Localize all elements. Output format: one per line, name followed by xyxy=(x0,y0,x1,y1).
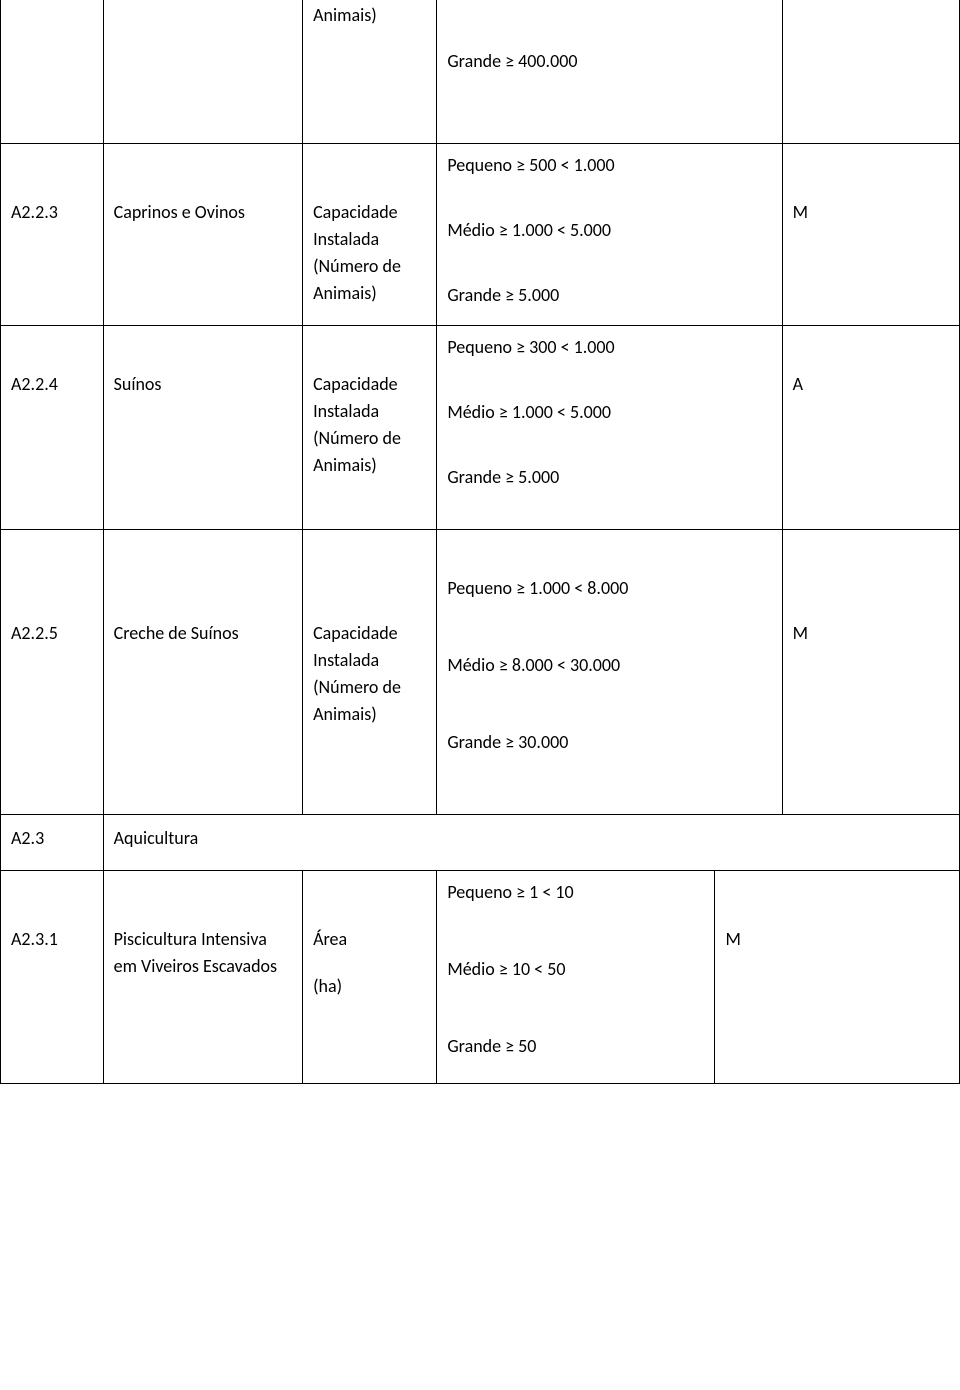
size-grande: Grande ≥ 50 xyxy=(447,1033,704,1060)
cell-sizes: Grande ≥ 400.000 xyxy=(437,0,782,144)
cell-name: Creche de Suínos xyxy=(103,530,302,815)
name-text: Suínos xyxy=(114,373,162,395)
cell-code: A2.2.5 xyxy=(1,530,104,815)
cell-code xyxy=(1,0,104,144)
code-text: A2.2.5 xyxy=(11,622,58,644)
cell-name: Caprinos e Ovinos xyxy=(103,144,302,326)
measure-text: Animais) xyxy=(313,4,377,26)
size-grande: Grande ≥ 5.000 xyxy=(447,464,771,491)
measure-text: Capacidade Instalada (Número de Animais) xyxy=(313,201,401,304)
code-text: A2.2.3 xyxy=(11,201,58,223)
table-row: A2.2.5 Creche de Suínos Capacidade Insta… xyxy=(1,530,960,815)
size-grande: Grande ≥ 30.000 xyxy=(447,729,771,756)
cell-measure: Capacidade Instalada (Número de Animais) xyxy=(303,326,437,530)
cell-code: A2.3.1 xyxy=(1,871,104,1084)
size-medio: Médio ≥ 10 < 50 xyxy=(447,956,704,983)
measure-line-2: (ha) xyxy=(313,973,426,1000)
class-text: A xyxy=(793,373,803,395)
cell-sizes: Pequeno ≥ 1.000 < 8.000 Médio ≥ 8.000 < … xyxy=(437,530,782,815)
size-medio: Médio ≥ 8.000 < 30.000 xyxy=(447,652,771,679)
cell-measure: Capacidade Instalada (Número de Animais) xyxy=(303,530,437,815)
cell-measure: Animais) xyxy=(303,0,437,144)
cell-sizes: Pequeno ≥ 1 < 10 Médio ≥ 10 < 50 Grande … xyxy=(437,871,715,1084)
code-text: A2.2.4 xyxy=(11,373,58,395)
cell-measure: Área (ha) xyxy=(303,871,437,1084)
class-text: M xyxy=(793,622,808,644)
class-text: M xyxy=(793,201,808,223)
size-grande: Grande ≥ 5.000 xyxy=(447,282,771,309)
cell-measure: Capacidade Instalada (Número de Animais) xyxy=(303,144,437,326)
code-text: A2.3.1 xyxy=(11,928,58,950)
measure-text: Capacidade Instalada (Número de Animais) xyxy=(313,373,401,476)
cell-class: A xyxy=(782,326,959,530)
classification-table: Animais) Grande ≥ 400.000 A2.2.3 Caprino… xyxy=(0,0,960,1084)
size-medio: Médio ≥ 1.000 < 5.000 xyxy=(447,217,771,244)
code-text: A2.3 xyxy=(11,827,44,849)
size-pequeno: Pequeno ≥ 1.000 < 8.000 xyxy=(447,575,771,602)
name-text: Caprinos e Ovinos xyxy=(114,201,245,223)
cell-code: A2.3 xyxy=(1,815,104,871)
table-row: A2.2.3 Caprinos e Ovinos Capacidade Inst… xyxy=(1,144,960,326)
table-row: Animais) Grande ≥ 400.000 xyxy=(1,0,960,144)
name-text: Creche de Suínos xyxy=(114,622,239,644)
cell-class: M xyxy=(782,530,959,815)
size-pequeno: Pequeno ≥ 1 < 10 xyxy=(447,879,704,906)
cell-section-title: Aquicultura xyxy=(103,815,959,871)
cell-sizes: Pequeno ≥ 500 < 1.000 Médio ≥ 1.000 < 5.… xyxy=(437,144,782,326)
table-row: A2.3.1 Piscicultura Intensiva em Viveiro… xyxy=(1,871,960,1084)
section-row: A2.3 Aquicultura xyxy=(1,815,960,871)
cell-class xyxy=(782,0,959,144)
size-medio: Médio ≥ 1.000 < 5.000 xyxy=(447,399,771,426)
measure-text: Capacidade Instalada (Número de Animais) xyxy=(313,622,401,725)
cell-code: A2.2.4 xyxy=(1,326,104,530)
size-pequeno: Pequeno ≥ 300 < 1.000 xyxy=(447,334,771,361)
table-row: A2.2.4 Suínos Capacidade Instalada (Núme… xyxy=(1,326,960,530)
cell-class: M xyxy=(782,144,959,326)
cell-name: Piscicultura Intensiva em Viveiros Escav… xyxy=(103,871,302,1084)
measure-line-1: Área xyxy=(313,926,426,953)
name-text: Piscicultura Intensiva em Viveiros Escav… xyxy=(114,928,277,977)
section-title-text: Aquicultura xyxy=(114,827,199,849)
size-grande: Grande ≥ 400.000 xyxy=(447,48,771,75)
cell-name xyxy=(103,0,302,144)
cell-name: Suínos xyxy=(103,326,302,530)
size-pequeno: Pequeno ≥ 500 < 1.000 xyxy=(447,152,771,179)
cell-code: A2.2.3 xyxy=(1,144,104,326)
class-text: M xyxy=(725,928,740,950)
cell-class: M xyxy=(715,871,960,1084)
cell-sizes: Pequeno ≥ 300 < 1.000 Médio ≥ 1.000 < 5.… xyxy=(437,326,782,530)
